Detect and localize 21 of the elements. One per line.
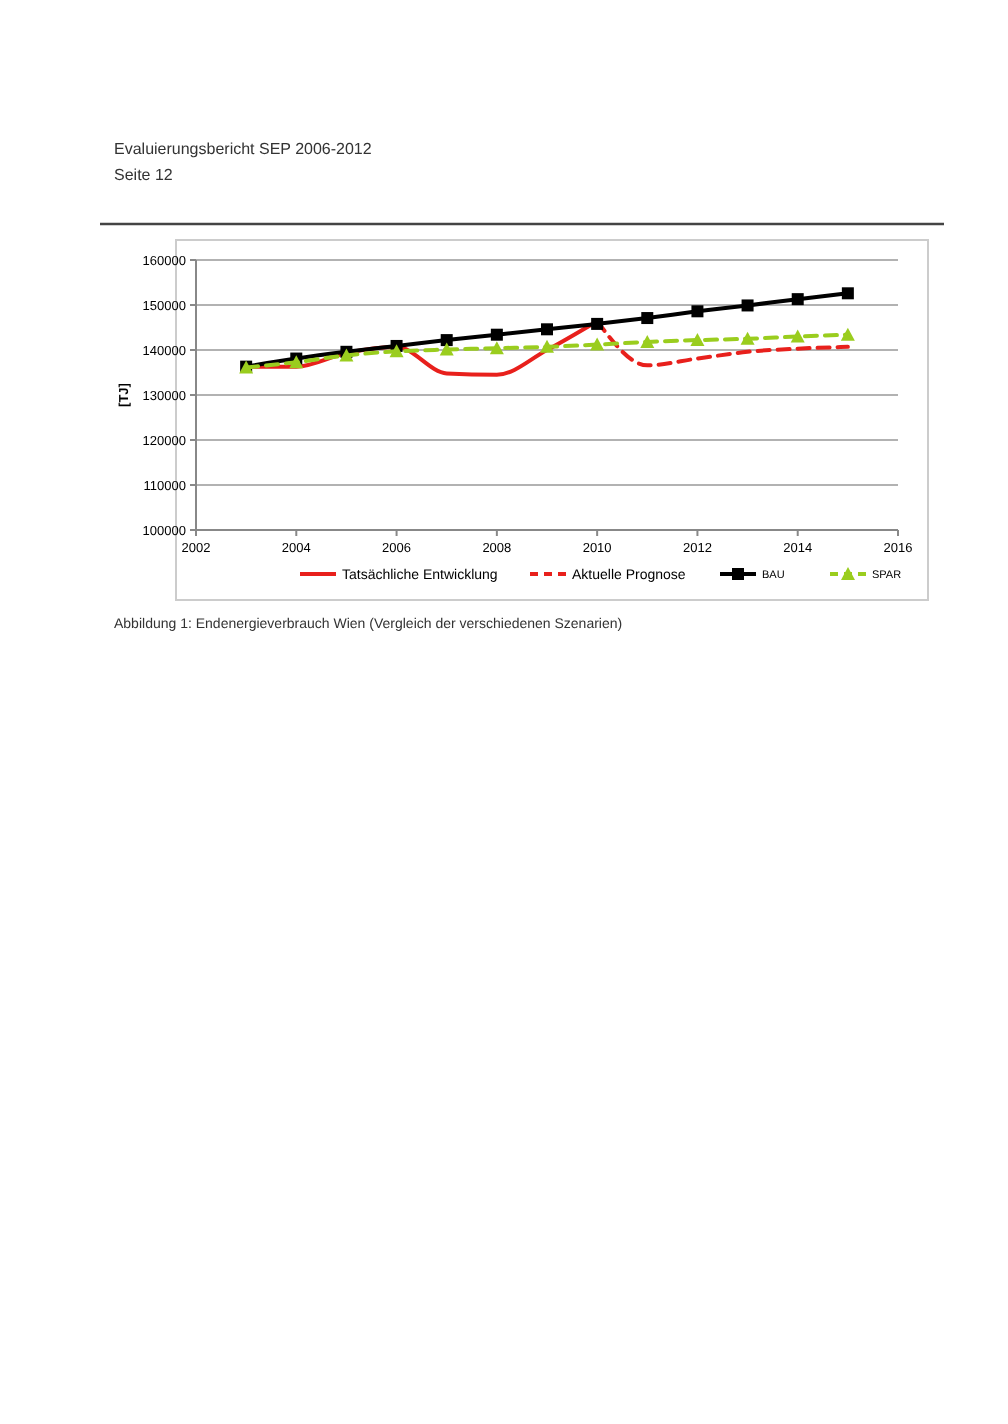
point (741, 299, 754, 312)
point (691, 305, 704, 318)
point (490, 328, 503, 341)
point (791, 293, 804, 306)
point (840, 327, 855, 341)
point (640, 334, 655, 348)
point (690, 333, 705, 347)
point (641, 312, 654, 325)
text: Evaluierungsbericht SEP 2006-2012 (114, 140, 373, 158)
point (841, 287, 854, 300)
point (790, 329, 805, 343)
point (489, 341, 504, 355)
point (540, 339, 554, 353)
text: Seite 12 (114, 166, 174, 184)
point (439, 342, 454, 356)
point (590, 337, 605, 351)
point (740, 331, 755, 345)
point (389, 344, 404, 358)
point (541, 323, 553, 336)
point (440, 334, 453, 347)
point (591, 317, 604, 330)
